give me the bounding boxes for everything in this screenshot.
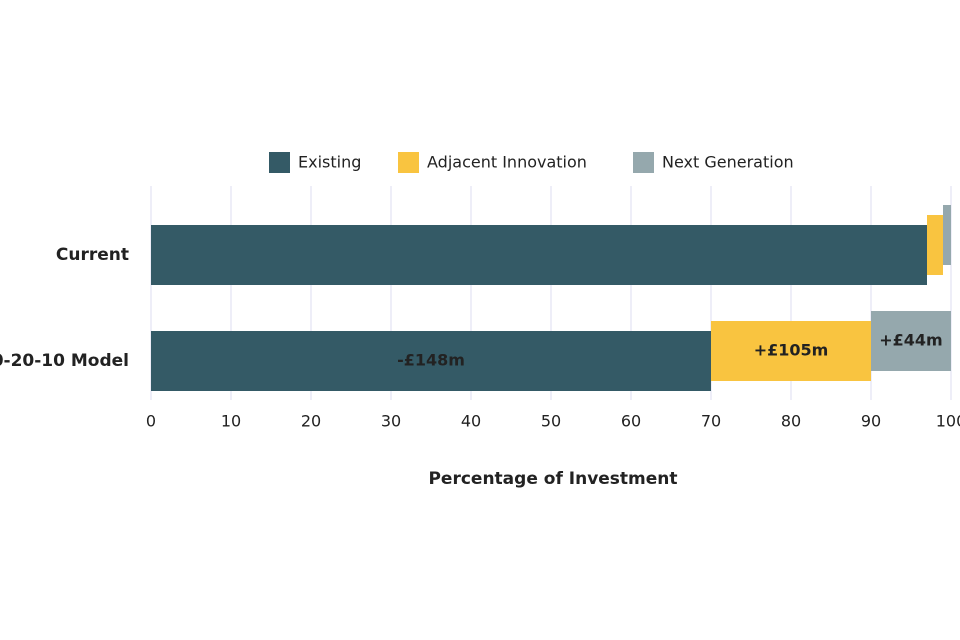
bar-segment (711, 321, 871, 381)
x-tick-label: 80 (781, 412, 801, 431)
legend-label: Adjacent Innovation (427, 153, 587, 172)
y-tick-label: Current (56, 245, 129, 265)
segment-label: -£148m (397, 351, 465, 370)
bar-segment (871, 311, 951, 371)
x-tick-label: 0 (146, 412, 156, 431)
x-tick-label: 100 (936, 412, 960, 431)
legend-swatch (269, 152, 290, 173)
x-tick-label: 90 (861, 412, 881, 431)
x-tick-label: 30 (381, 412, 401, 431)
x-tick-label: 20 (301, 412, 321, 431)
legend-label: Existing (298, 153, 361, 172)
x-tick-label: 50 (541, 412, 561, 431)
bar-segment (151, 225, 927, 285)
bar-segment (151, 331, 711, 391)
x-tick-label: 60 (621, 412, 641, 431)
x-axis-title: Percentage of Investment (428, 469, 677, 489)
bar-segment (943, 205, 951, 265)
bar-segment (927, 215, 943, 275)
segment-label: +£105m (754, 341, 829, 360)
segment-label: +£44m (879, 331, 942, 350)
x-tick-label: 10 (221, 412, 241, 431)
y-tick-label: 70-20-10 Model (0, 351, 129, 371)
legend-label: Next Generation (662, 153, 794, 172)
legend-swatch (398, 152, 419, 173)
x-tick-label: 40 (461, 412, 481, 431)
x-tick-label: 70 (701, 412, 721, 431)
legend-swatch (633, 152, 654, 173)
